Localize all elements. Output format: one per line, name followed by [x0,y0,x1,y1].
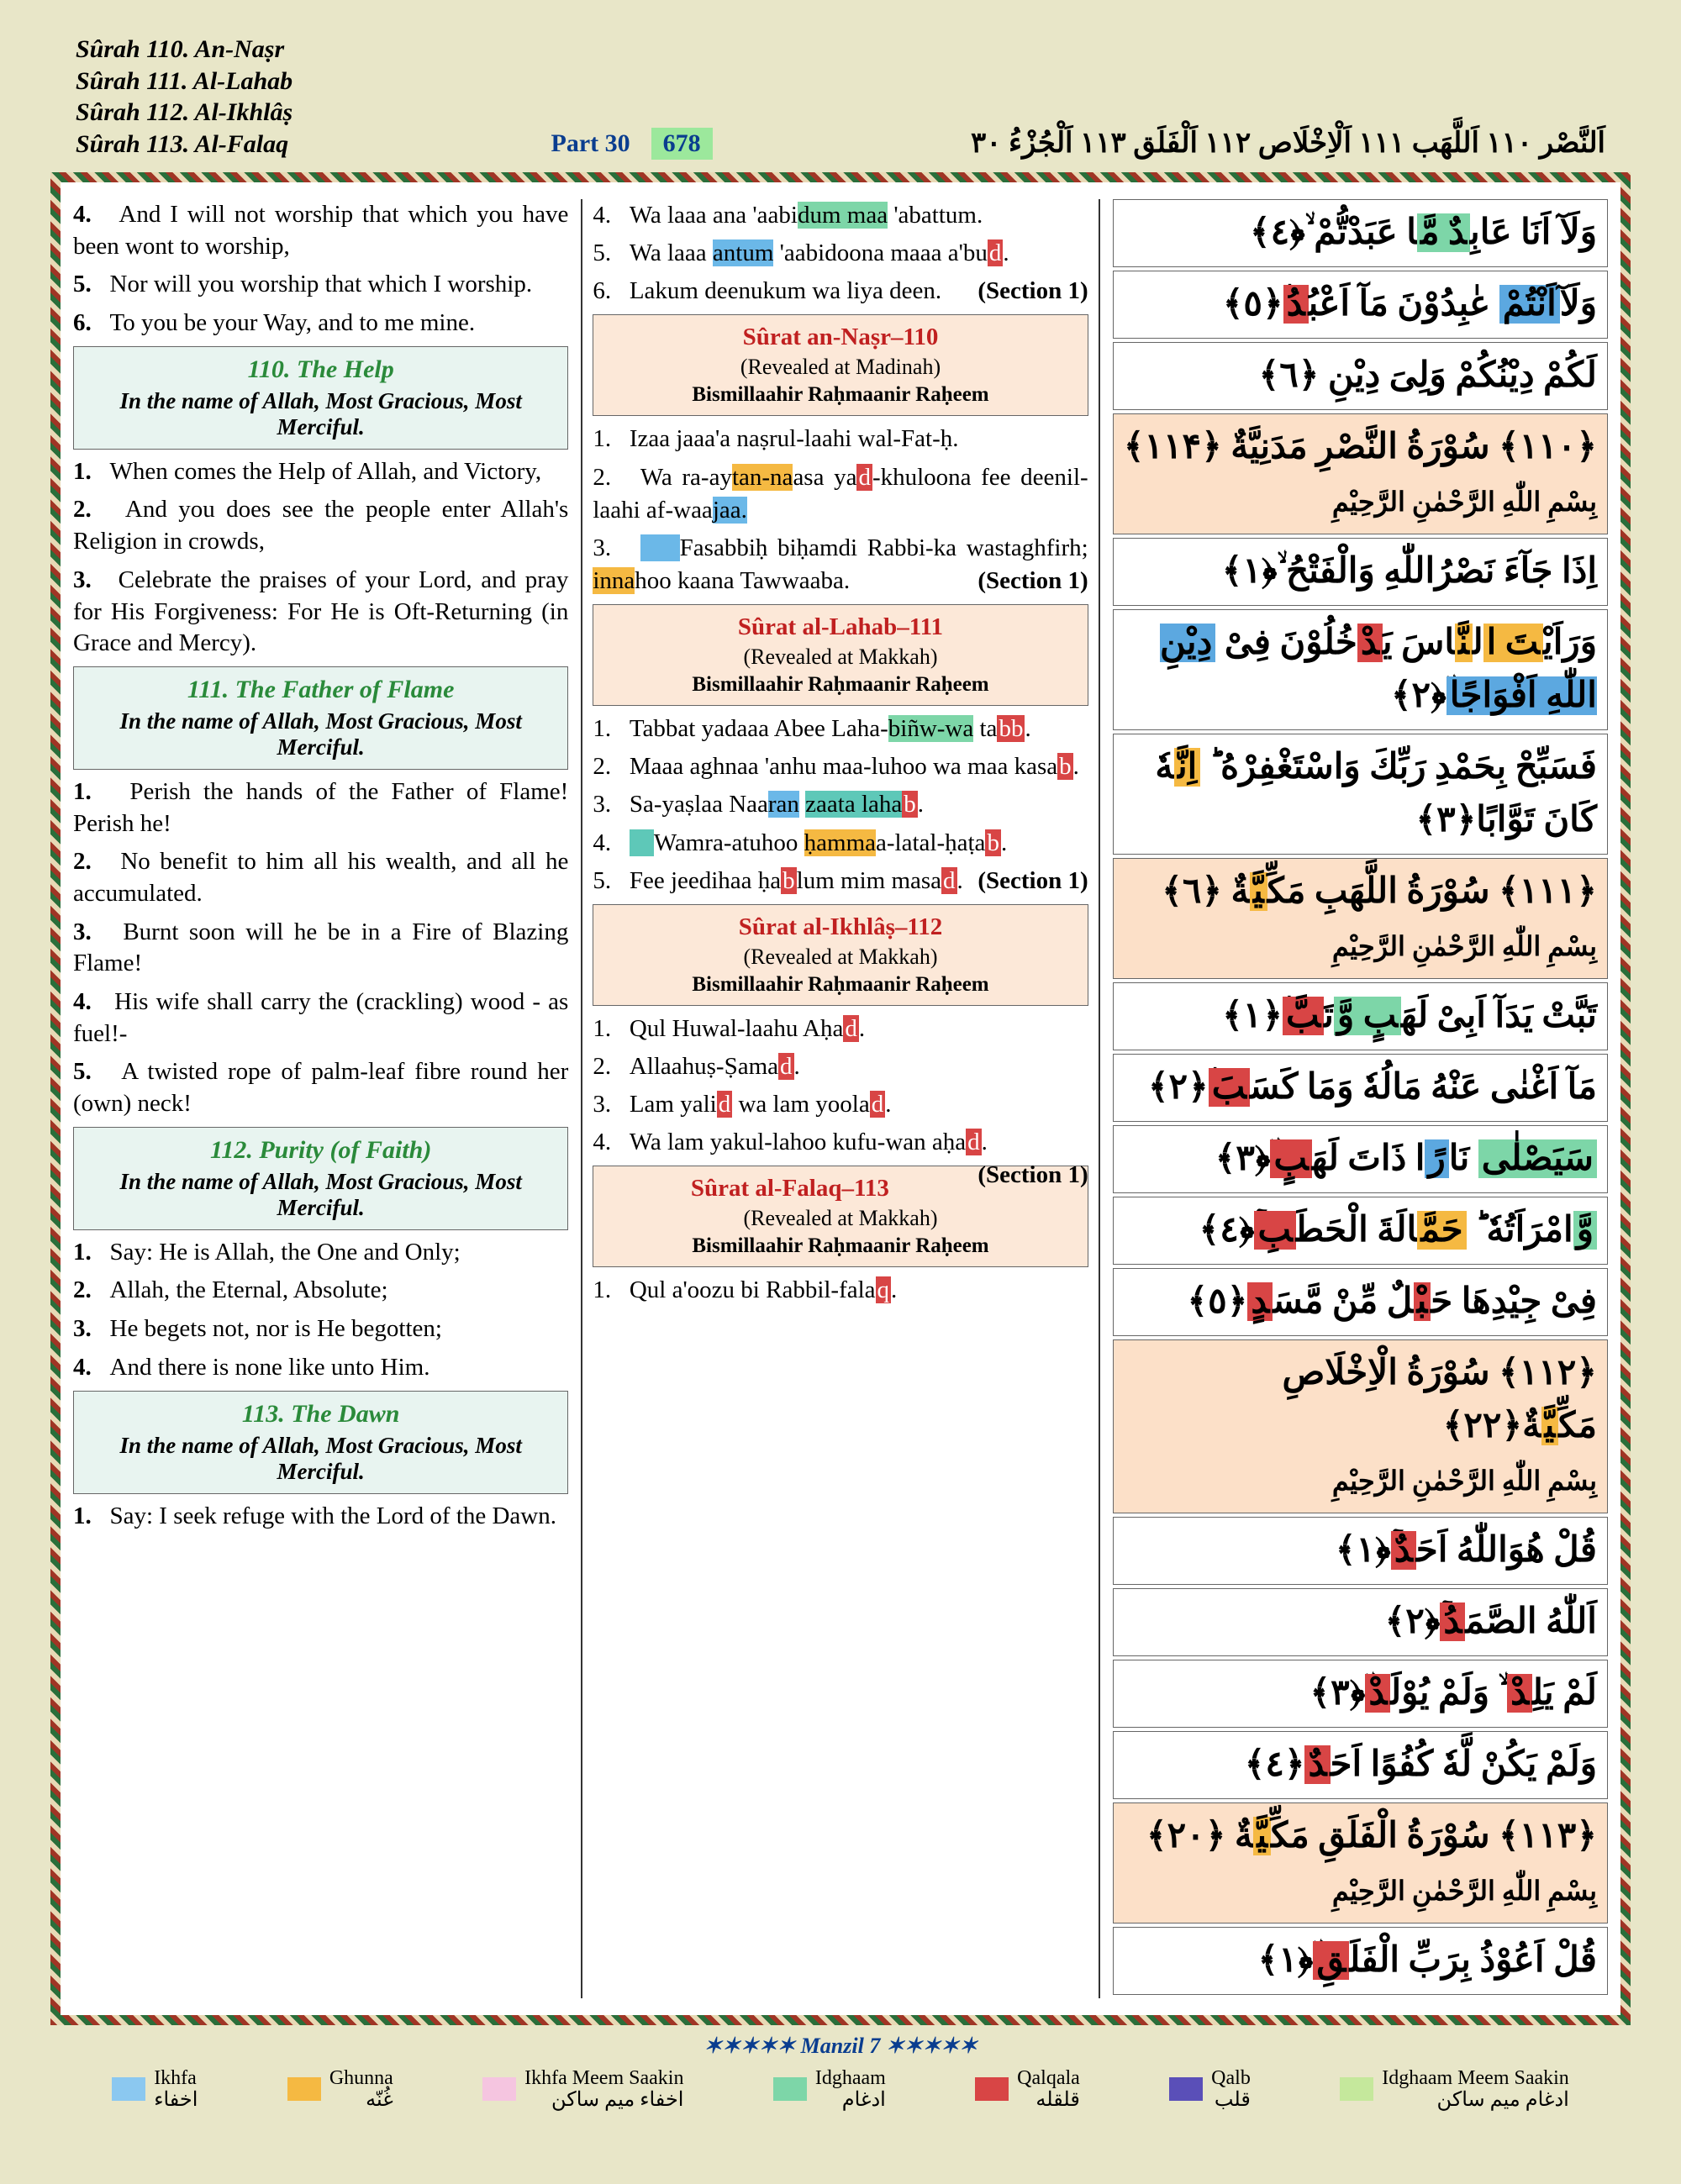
surah-title-box: 110. The HelpIn the name of Allah, Most … [73,346,568,450]
trans-title-box: Sûrat al-Lahab–111(Revealed at Makkah)Bi… [593,604,1088,706]
arabic-verse-row: تَبَّتْ يَدَآ اَبِىْ لَهَبٍ وَّتَبَّؕ﴿١﴾ [1113,982,1608,1050]
transliteration-verse: 1. Izaa jaaa'a naṣrul-laahi wal-Fat-ḥ. [593,423,1088,455]
arabic-verse-row: وَلَمْ يَكُنْ لَّهٗ كُفُوًا اَحَدٌ﴿٤﴾ [1113,1731,1608,1799]
english-verse: 1. When comes the Help of Allah, and Vic… [73,456,568,488]
english-verse: 2. And you does see the people enter All… [73,494,568,557]
arabic-verse-row: ﴿١١٢﴾ سُوْرَةُ الْاِخْلَاصِ مَكِّيَّةٌ﴿٢… [1113,1339,1608,1513]
part-label: Part 30 [551,129,630,158]
transliteration-verse: 3. Fasabbiḥ biḥamdi Rabbi-ka wastaghfirh… [593,532,1088,597]
transliteration-column: 4. Wa laaa ana 'aabidum maa 'abattum. 5. … [581,199,1099,1998]
surah-name: Sûrah 113. Al-Falaq [76,129,292,161]
arabic-verse-row: قُلْ اَعُوْذُ بِرَبِّ الْفَلَقِۙ﴿١﴾ [1113,1927,1608,1995]
english-verse: 1. Say: I seek refuge with the Lord of t… [73,1501,568,1533]
english-verse: 2. Allah, the Eternal, Absolute; [73,1275,568,1307]
page-number: 678 [651,128,713,160]
arabic-verse-row: اَللّٰهُ الصَّمَدُۚ﴿٢﴾ [1113,1588,1608,1656]
english-column: 4. And I will not worship that which you… [73,199,577,1998]
transliteration-verse: 2. Maaa aghnaa 'anhu maa-luhoo wa maa ka… [593,750,1088,783]
legend-item: Idghaamادغام [773,2067,886,2112]
arabic-verse-row: سَيَصْلٰى نَارًا ذَاتَ لَهَبٍۙ﴿٣﴾ [1113,1125,1608,1193]
surah-title-box: 113. The DawnIn the name of Allah, Most … [73,1391,568,1494]
legend-item: Ikhfaاخفاء [112,2067,198,2112]
transliteration-verse: 2. Allaahuṣ-Ṣamad. [593,1050,1088,1083]
english-verse: 4. And there is none like unto Him. [73,1352,568,1384]
transliteration-verse: 4. Wamra-atuhoo ḥammaa-latal-ḥaṭab. [593,827,1088,860]
legend-item: Ikhfa Meem Saakinاخفاء ميم ساكن [482,2067,683,2112]
arabic-verse-row: وَلَآ اَنَا عَابِدٌ مَّا عَبَدْتُّمْ ۙ﴿٤… [1113,199,1608,267]
english-verse: 3. Burnt soon will he be in a Fire of Bl… [73,917,568,980]
surah-title-box: 112. Purity (of Faith)In the name of All… [73,1127,568,1230]
arabic-verse-row: لَمْ يَلِدْ ۙ وَلَمْ يُوْلَدْۙ﴿٣﴾ [1113,1660,1608,1728]
surah-name: Sûrah 112. Al-Ikhlâṣ [76,97,292,129]
english-verse: 1. Say: He is Allah, the One and Only; [73,1237,568,1269]
arabic-verse-row: اِذَا جَآءَ نَصْرُاللّٰهِ وَالْفَتْحُ ۙ﴿… [1113,538,1608,606]
arabic-verse-row: قُلْ هُوَاللّٰهُ اَحَدٌۚ﴿١﴾ [1113,1517,1608,1585]
arabic-column: وَلَآ اَنَا عَابِدٌ مَّا عَبَدْتُّمْ ۙ﴿٤… [1104,199,1608,1998]
transliteration-verse: 5. Wa laaa antum 'aabidoona maaa a'bud. [593,237,1088,270]
arabic-verse-row: فِىْ جِيْدِهَا حَبْلٌ مِّنْ مَّسَدٍ﴿٥﴾ [1113,1268,1608,1336]
transliteration-verse: 4. Wa lam yakul-lahoo kufu-wan aḥad. (Se… [593,1126,1088,1159]
trans-title-box: Sûrat al-Ikhlâṣ–112(Revealed at Makkah)B… [593,904,1088,1006]
transliteration-verse: 1. Tabbat yadaaa Abee Laha-biñw-wa tabb. [593,713,1088,745]
arabic-verse-row: وَلَآاَنْتُمْ عٰبِدُوْنَ مَآ اَعْبُدُؕ﴿٥… [1113,271,1608,339]
english-verse: 4. His wife shall carry the (crackling) … [73,987,568,1050]
arabic-verse-row: مَآ اَغْنٰى عَنْهُ مَالُهٗ وَمَا كَسَبَؕ… [1113,1054,1608,1122]
page-header: Sûrah 110. An-Naṣr Sûrah 111. Al-Lahab S… [50,34,1631,160]
english-verse: 1. Perish the hands of the Father of Fla… [73,776,568,839]
english-verse: 3. Celebrate the praises of your Lord, a… [73,565,568,660]
legend-item: Idghaam Meem Saakinادغام ميم ساكن [1340,2067,1569,2112]
arabic-verse-row: فَسَبِّحْ بِحَمْدِ رَبِّكَ وَاسْتَغْفِرْ… [1113,734,1608,855]
manzil-bar: ✶✶✶✶✶ Manzil 7 ✶✶✶✶✶ [50,2034,1631,2059]
transliteration-verse: 1. Qul a'oozu bi Rabbil-falaq. [593,1274,1088,1307]
surah-name: Sûrah 110. An-Naṣr [76,34,292,66]
arabic-verse-row: ﴿١١٠﴾ سُوْرَةُ النَّصْرِ مَدَنِيَّةٌ ﴿١١… [1113,413,1608,534]
legend-item: Ghunnaغُنّه [287,2067,393,2112]
arabic-verse-row: ﴿١١٣﴾ سُوْرَةُ الْفَلَقِ مَكِّيَّةٌ ﴿٢٠﴾… [1113,1802,1608,1923]
transliteration-verse: 3. Sa-yaṣlaa Naaran zaata lahab. [593,788,1088,821]
surah-name: Sûrah 111. Al-Lahab [76,66,292,97]
arabic-verse-row: وَرَاَيْتَ النَّاسَ يَدْخُلُوْنَ فِىْ دِ… [1113,609,1608,730]
transliteration-verse: 3. Lam yalid wa lam yoolad. [593,1088,1088,1121]
legend-item: Qalqalaقلقله [975,2067,1080,2112]
arabic-verse-row: لَكُمْ دِيْنُكُمْ وَلِىَ دِيْنِ ﴿٦﴾ [1113,342,1608,410]
english-verse: 5. Nor will you worship that which I wor… [73,269,568,301]
manzil-label: Manzil 7 [801,2034,881,2058]
transliteration-verse: 6. Lakum deenukum wa liya deen. (Section… [593,275,1088,308]
english-verse: 5. A twisted rope of palm-leaf fibre rou… [73,1056,568,1119]
arabic-verse-row: وَّامْرَاَتُهٗ ؕ حَمَّالَةَ الْحَطَبِۚ﴿٤… [1113,1197,1608,1265]
english-verse: 6. To you be your Way, and to me mine. [73,308,568,339]
surah-list: Sûrah 110. An-Naṣr Sûrah 111. Al-Lahab S… [76,34,292,160]
transliteration-verse: 4. Wa laaa ana 'aabidum maa 'abattum. [593,199,1088,232]
surah-title-box: 111. The Father of FlameIn the name of A… [73,666,568,770]
main-content-frame: 4. And I will not worship that which you… [50,172,1631,2025]
legend-item: Qalbقلب [1169,2067,1251,2112]
english-verse: 2. No benefit to him all his wealth, and… [73,846,568,909]
trans-title-box: Sûrat an-Naṣr–110(Revealed at Madinah)Bi… [593,314,1088,416]
tajweed-legend: Ikhfaاخفاء Ghunnaغُنّه Ikhfa Meem Saakinاخ… [50,2067,1631,2112]
arabic-header: اَلنَّصْر ١١٠ اَللَّهَب ١١١ اَلْاِخْلَاص… [971,126,1605,160]
transliteration-verse: 1. Qul Huwal-laahu Aḥad. [593,1013,1088,1045]
english-verse: 4. And I will not worship that which you… [73,199,568,262]
transliteration-verse: 2. Wa ra-aytan-naasa yad-khuloona fee de… [593,461,1088,527]
english-verse: 3. He begets not, nor is He begotten; [73,1313,568,1345]
transliteration-verse: 5. Fee jeedihaa ḥablum mim masad. (Secti… [593,865,1088,897]
arabic-verse-row: ﴿١١١﴾ سُوْرَةُ اللَّهَبِ مَكِّيَّةٌ ﴿٦﴾ب… [1113,858,1608,979]
header-center: Part 30 678 [551,128,713,160]
